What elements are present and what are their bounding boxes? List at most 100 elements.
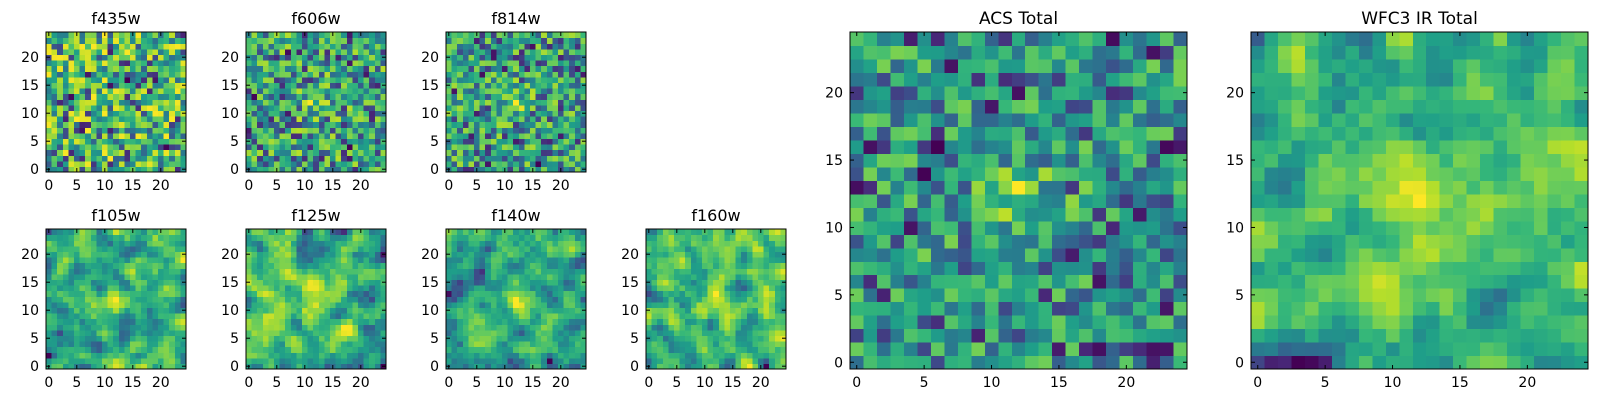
- heatmap-cell: [141, 251, 148, 258]
- heatmap-cell: [485, 160, 492, 167]
- heatmap-cell: [713, 245, 720, 252]
- heatmap-cell: [850, 166, 865, 181]
- heatmap-cell: [769, 329, 776, 336]
- heatmap-cell: [302, 234, 309, 241]
- heatmap-cell: [569, 318, 576, 325]
- heatmap-cell: [118, 166, 125, 173]
- heatmap-cell: [1092, 288, 1107, 303]
- heatmap-cell: [358, 251, 365, 258]
- heatmap-cell: [307, 138, 314, 145]
- heatmap-cell: [1038, 261, 1053, 276]
- heatmap-cell: [135, 93, 142, 100]
- heatmap-cell: [152, 257, 159, 264]
- heatmap-cell: [485, 76, 492, 83]
- heatmap-cell: [124, 257, 131, 264]
- heatmap-cell: [141, 121, 148, 128]
- heatmap-cell: [130, 329, 137, 336]
- heatmap-cell: [318, 144, 325, 151]
- heatmap-cell: [57, 324, 64, 331]
- heatmap-cell: [307, 144, 314, 151]
- heatmap-cell: [668, 229, 675, 236]
- heatmap-cell: [90, 93, 97, 100]
- heatmap-cell: [257, 60, 264, 67]
- heatmap-cell: [462, 48, 469, 55]
- heatmap-cell: [496, 166, 503, 173]
- heatmap-cell: [74, 318, 81, 325]
- heatmap-cell: [558, 285, 565, 292]
- heatmap-cell: [446, 43, 453, 50]
- heatmap-cell: [262, 43, 269, 50]
- heatmap-cell: [158, 127, 165, 134]
- heatmap-cell: [546, 285, 553, 292]
- heatmap-cell: [330, 65, 337, 72]
- heatmap-cell: [146, 357, 153, 364]
- heatmap-cell: [930, 207, 945, 222]
- heatmap-cell: [79, 127, 86, 134]
- heatmap-cell: [152, 88, 159, 95]
- heatmap-cell: [863, 220, 878, 235]
- heatmap-cell: [569, 290, 576, 297]
- heatmap-cell: [246, 341, 253, 348]
- heatmap-cell: [552, 138, 559, 145]
- heatmap-cell: [546, 245, 553, 252]
- heatmap-cell: [279, 324, 286, 331]
- heatmap-cell: [118, 363, 125, 370]
- heatmap-cell: [118, 279, 125, 286]
- heatmap-cell: [718, 262, 725, 269]
- heatmap-cell: [163, 82, 170, 89]
- heatmap-cell: [774, 240, 781, 247]
- heatmap-cell: [674, 352, 681, 359]
- heatmap-cell: [313, 307, 320, 314]
- heatmap-cell: [346, 273, 353, 280]
- heatmap-cell: [113, 132, 120, 139]
- heatmap-cell: [74, 301, 81, 308]
- heatmap-cell: [1160, 315, 1175, 330]
- heatmap-cell: [1092, 220, 1107, 235]
- heatmap-cell: [174, 54, 181, 61]
- heatmap-cell: [352, 229, 359, 236]
- heatmap-cell: [502, 48, 509, 55]
- heatmap-cell: [462, 296, 469, 303]
- heatmap-cell: [474, 138, 481, 145]
- heatmap-cell: [290, 335, 297, 342]
- heatmap-cell: [558, 121, 565, 128]
- heatmap-cell: [774, 313, 781, 320]
- heatmap-cell: [563, 166, 570, 173]
- heatmap-cell: [380, 37, 387, 44]
- heatmap-cell: [518, 88, 525, 95]
- heatmap-cell: [541, 71, 548, 78]
- heatmap-cell: [307, 166, 314, 173]
- heatmap-cell: [735, 352, 742, 359]
- heatmap-cell: [358, 352, 365, 359]
- heatmap-cell: [546, 82, 553, 89]
- heatmap-cell: [246, 352, 253, 359]
- heatmap-cell: [558, 234, 565, 241]
- heatmap-cell: [1065, 193, 1080, 208]
- heatmap-cell: [135, 99, 142, 106]
- heatmap-cell: [552, 363, 559, 370]
- heatmap-cell: [352, 110, 359, 117]
- heatmap-cell: [490, 273, 497, 280]
- heatmap-cell: [90, 104, 97, 111]
- heatmap-cell: [85, 76, 92, 83]
- heatmap-cell: [563, 99, 570, 106]
- heatmap-cell: [741, 335, 748, 342]
- heatmap-cell: [313, 257, 320, 264]
- heatmap-cell: [546, 116, 553, 123]
- heatmap-cell: [152, 268, 159, 275]
- heatmap-cell: [130, 335, 137, 342]
- heatmap-cell: [57, 273, 64, 280]
- heatmap-cell: [1160, 301, 1175, 316]
- heatmap-cell: [468, 65, 475, 72]
- heatmap-cell: [341, 155, 348, 162]
- heatmap-cell: [535, 313, 542, 320]
- heatmap-cell: [124, 318, 131, 325]
- heatmap-cell: [468, 37, 475, 44]
- heatmap-cell: [713, 229, 720, 236]
- heatmap-cell: [68, 93, 75, 100]
- heatmap-cell: [1025, 261, 1040, 276]
- heatmap-cell: [563, 279, 570, 286]
- heatmap-cell: [307, 149, 314, 156]
- heatmap-cell: [285, 71, 292, 78]
- heatmap-cell: [535, 285, 542, 292]
